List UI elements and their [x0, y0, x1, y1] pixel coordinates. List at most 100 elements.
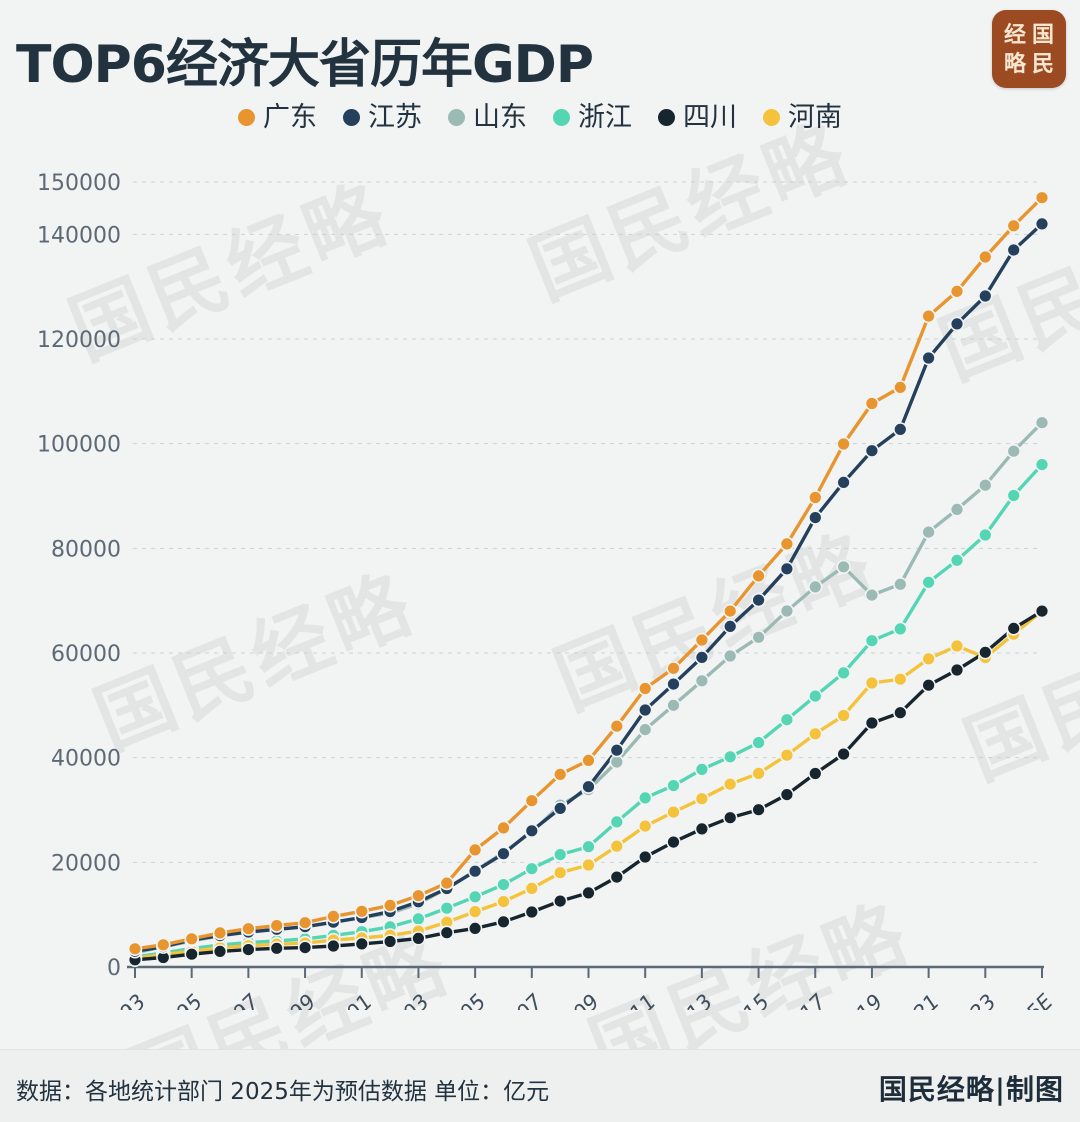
y-axis-tick-label: 150000	[37, 171, 121, 196]
legend-swatch-icon	[238, 109, 255, 126]
x-axis-tick-label: 1997	[209, 989, 264, 1010]
series-point-广东	[241, 921, 256, 936]
x-axis-tick-label: 1995	[152, 990, 207, 1010]
series-point-四川	[241, 942, 256, 957]
series-point-四川	[297, 940, 313, 955]
brand-logo: 经 国 略 民	[992, 10, 1066, 88]
series-point-山东	[978, 478, 993, 493]
legend-item-3[interactable]: 浙江	[553, 104, 632, 131]
series-point-山东	[722, 648, 738, 664]
series-point-广东	[127, 941, 143, 956]
series-point-四川	[779, 787, 795, 802]
series-point-江苏	[722, 619, 738, 634]
series-point-广东	[751, 568, 766, 584]
line-chart: 0 20000 40000 60000 80000 100000 120000 140000 1…	[37, 171, 1058, 1010]
series-point-四川	[326, 938, 341, 954]
y-axis-tick-label: 0	[107, 956, 121, 981]
series-point-浙江	[978, 527, 993, 543]
y-axis-tick-label: 40000	[51, 747, 121, 772]
series-point-江苏	[1034, 216, 1050, 232]
y-axis-tick-label: 60000	[51, 642, 121, 667]
series-point-河南	[524, 881, 539, 896]
series-point-广东	[836, 436, 851, 452]
series-point-浙江	[808, 688, 823, 704]
series-point-四川	[949, 662, 965, 678]
x-axis-tick-label: 2005	[436, 990, 491, 1010]
legend-label: 广东	[263, 102, 317, 133]
series-point-江苏	[978, 288, 993, 304]
legend-item-4[interactable]: 四川	[658, 104, 737, 131]
x-axis-tick-label: 1993	[96, 990, 151, 1010]
series-point-浙江	[609, 814, 624, 830]
series-point-山东	[1034, 415, 1050, 430]
legend-item-1[interactable]: 江苏	[343, 104, 422, 131]
series-point-江苏	[893, 422, 908, 437]
chart-plot-area: 0 20000 40000 60000 80000 100000 120000 140000 1…	[0, 150, 1080, 1010]
series-point-广东	[581, 753, 596, 768]
series-point-江苏	[496, 846, 511, 861]
series-point-江苏	[949, 316, 965, 332]
series-point-江苏	[808, 510, 823, 525]
series-point-浙江	[893, 621, 908, 637]
logo-char-4: 民	[1031, 50, 1054, 77]
series-point-江苏	[864, 443, 880, 458]
logo-char-2: 国	[1031, 21, 1054, 48]
series-point-广东	[893, 380, 908, 395]
series-point-山东	[808, 579, 823, 595]
logo-char-3: 略	[1003, 50, 1026, 77]
series-point-广东	[637, 681, 653, 696]
series-point-浙江	[864, 633, 880, 648]
series-point-四川	[496, 914, 511, 929]
y-axis-tick-label: 20000	[51, 851, 121, 876]
series-point-广东	[496, 820, 511, 836]
page-title: TOP6经济大省历年GDP	[16, 35, 594, 95]
legend-item-5[interactable]: 河南	[763, 104, 842, 131]
series-point-四川	[751, 802, 766, 817]
y-axis-tick-label: 80000	[51, 537, 121, 562]
series-point-广东	[269, 918, 284, 933]
series-point-山东	[694, 673, 710, 688]
series-point-广东	[411, 888, 426, 903]
series-point-广东	[779, 536, 795, 552]
x-axis-tick-label: 2011	[606, 990, 661, 1010]
legend-item-2[interactable]: 山东	[448, 104, 527, 131]
legend-swatch-icon	[553, 109, 570, 126]
series-point-四川	[269, 941, 284, 956]
series-point-广东	[552, 767, 568, 782]
series-point-广东	[524, 793, 539, 808]
series-point-江苏	[637, 702, 653, 718]
series-point-山东	[836, 559, 851, 574]
series-point-浙江	[751, 735, 766, 750]
series-point-浙江	[694, 762, 710, 777]
series-point-浙江	[722, 749, 738, 764]
series-point-广东	[609, 718, 624, 734]
series-point-广东	[808, 490, 823, 505]
x-axis-tick-label: 2009	[549, 990, 604, 1010]
series-point-河南	[637, 818, 653, 834]
series-point-江苏	[779, 561, 795, 576]
series-point-山东	[666, 698, 681, 713]
series-point-四川	[609, 869, 624, 885]
series-point-河南	[808, 726, 823, 741]
series-point-广东	[382, 898, 398, 913]
series-point-四川	[921, 677, 936, 693]
chart-legend: 广东 江苏 山东 浙江 四川 河南	[0, 104, 1080, 131]
legend-label: 山东	[473, 102, 527, 133]
series-point-江苏	[694, 650, 710, 665]
series-point-江苏	[581, 779, 596, 794]
series-point-四川	[637, 849, 653, 865]
legend-item-0[interactable]: 广东	[238, 104, 317, 131]
series-point-四川	[893, 705, 908, 720]
chart-footer: 数据：各地统计部门 2025年为预估数据 单位：亿元 国民经略|制图	[0, 1049, 1080, 1122]
series-point-浙江	[637, 790, 653, 806]
series-point-广东	[326, 909, 341, 924]
series-point-广东	[467, 842, 483, 858]
series-point-河南	[666, 804, 681, 820]
y-axis-tick-label: 120000	[37, 328, 121, 353]
series-point-四川	[694, 821, 710, 837]
series-point-浙江	[666, 778, 681, 793]
legend-swatch-icon	[343, 109, 360, 126]
legend-label: 四川	[683, 102, 737, 133]
series-point-江苏	[836, 475, 851, 490]
